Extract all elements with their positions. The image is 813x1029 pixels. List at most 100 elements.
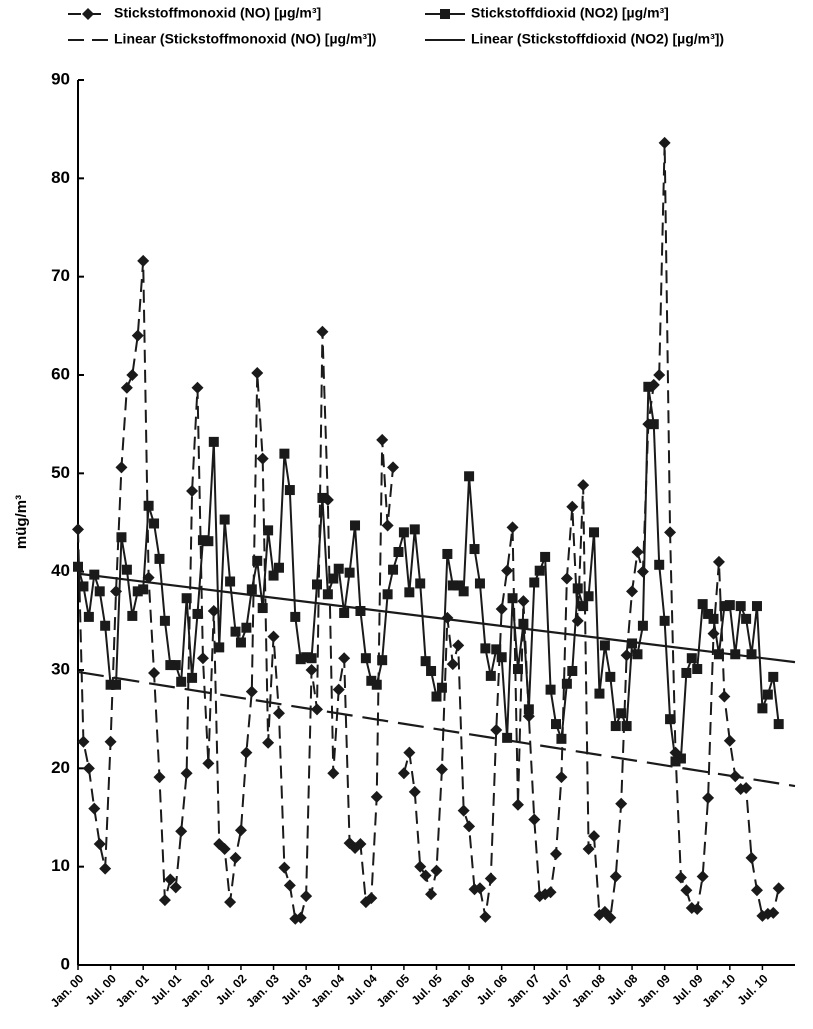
marker: [555, 771, 568, 784]
marker: [435, 763, 448, 776]
marker: [284, 485, 295, 496]
marker: [507, 593, 518, 604]
marker: [560, 572, 573, 585]
marker: [702, 791, 715, 804]
y-tick-label: 20: [51, 758, 70, 777]
marker: [262, 736, 275, 749]
marker: [473, 882, 486, 895]
marker: [294, 911, 307, 924]
marker: [225, 576, 236, 587]
marker: [719, 601, 730, 612]
marker: [490, 723, 503, 736]
marker: [659, 615, 670, 626]
marker: [751, 601, 762, 612]
marker: [425, 888, 438, 901]
marker: [192, 608, 203, 619]
marker: [762, 689, 773, 700]
marker: [301, 652, 312, 663]
marker: [344, 567, 355, 578]
marker: [589, 527, 600, 538]
x-tick-label: Jan. 07: [504, 971, 543, 1010]
marker: [545, 684, 556, 695]
marker: [588, 830, 601, 843]
y-tick-label: 30: [51, 659, 70, 678]
marker: [381, 519, 394, 532]
y-tick-label: 90: [51, 69, 70, 88]
marker: [419, 869, 432, 882]
marker: [708, 613, 719, 624]
marker: [272, 707, 285, 720]
marker: [311, 703, 323, 716]
marker: [273, 562, 284, 573]
marker: [202, 757, 215, 770]
marker: [328, 573, 339, 584]
marker: [691, 902, 704, 915]
marker: [126, 369, 139, 381]
marker: [540, 551, 551, 562]
marker: [240, 746, 253, 759]
marker: [170, 660, 181, 671]
marker: [203, 536, 214, 547]
marker: [252, 555, 263, 566]
marker: [518, 618, 529, 629]
marker: [604, 911, 617, 924]
marker: [257, 603, 268, 614]
marker: [154, 553, 165, 564]
marker: [388, 564, 399, 575]
marker: [426, 665, 437, 676]
marker: [681, 667, 692, 678]
marker: [610, 721, 621, 732]
marker: [354, 838, 367, 851]
legend-label: Linear (Stickstoffdioxid (NO2) [µg/m³]): [471, 31, 724, 47]
marker: [241, 622, 252, 633]
marker: [279, 448, 290, 459]
legend-label: Stickstoffdioxid (NO2) [µg/m³]: [471, 5, 669, 21]
marker: [333, 563, 344, 574]
marker: [631, 546, 644, 558]
marker: [637, 620, 648, 631]
marker: [397, 767, 410, 780]
marker: [447, 580, 458, 591]
marker: [712, 555, 725, 568]
marker: [441, 611, 454, 624]
marker: [88, 802, 101, 815]
y-tick-label: 60: [51, 364, 70, 383]
marker: [442, 548, 453, 559]
marker: [278, 861, 291, 874]
x-tick-label: Jan. 03: [243, 971, 282, 1010]
marker: [251, 367, 264, 380]
marker: [696, 870, 709, 883]
marker: [176, 676, 187, 687]
marker: [757, 703, 768, 714]
marker: [366, 675, 377, 686]
marker: [474, 578, 485, 589]
marker: [664, 526, 677, 539]
marker: [654, 559, 665, 570]
x-tick-label: Jan. 01: [113, 971, 152, 1010]
marker: [137, 254, 150, 267]
marker: [312, 579, 322, 590]
marker: [484, 872, 497, 885]
marker: [534, 565, 545, 576]
marker: [723, 734, 736, 747]
marker: [707, 627, 720, 640]
marker: [458, 586, 469, 597]
marker: [256, 452, 269, 465]
marker: [382, 589, 393, 600]
marker: [741, 613, 752, 624]
marker: [148, 666, 161, 679]
marker: [197, 535, 208, 546]
marker: [403, 746, 416, 759]
marker: [229, 851, 242, 864]
marker: [377, 655, 388, 666]
marker: [665, 714, 676, 725]
x-tick-label: Jan. 04: [308, 971, 347, 1010]
marker: [105, 679, 116, 690]
marker: [431, 691, 442, 702]
marker: [219, 514, 230, 525]
marker: [740, 782, 753, 794]
marker: [713, 649, 724, 660]
marker: [420, 656, 431, 667]
marker: [350, 520, 361, 531]
marker: [620, 649, 633, 662]
